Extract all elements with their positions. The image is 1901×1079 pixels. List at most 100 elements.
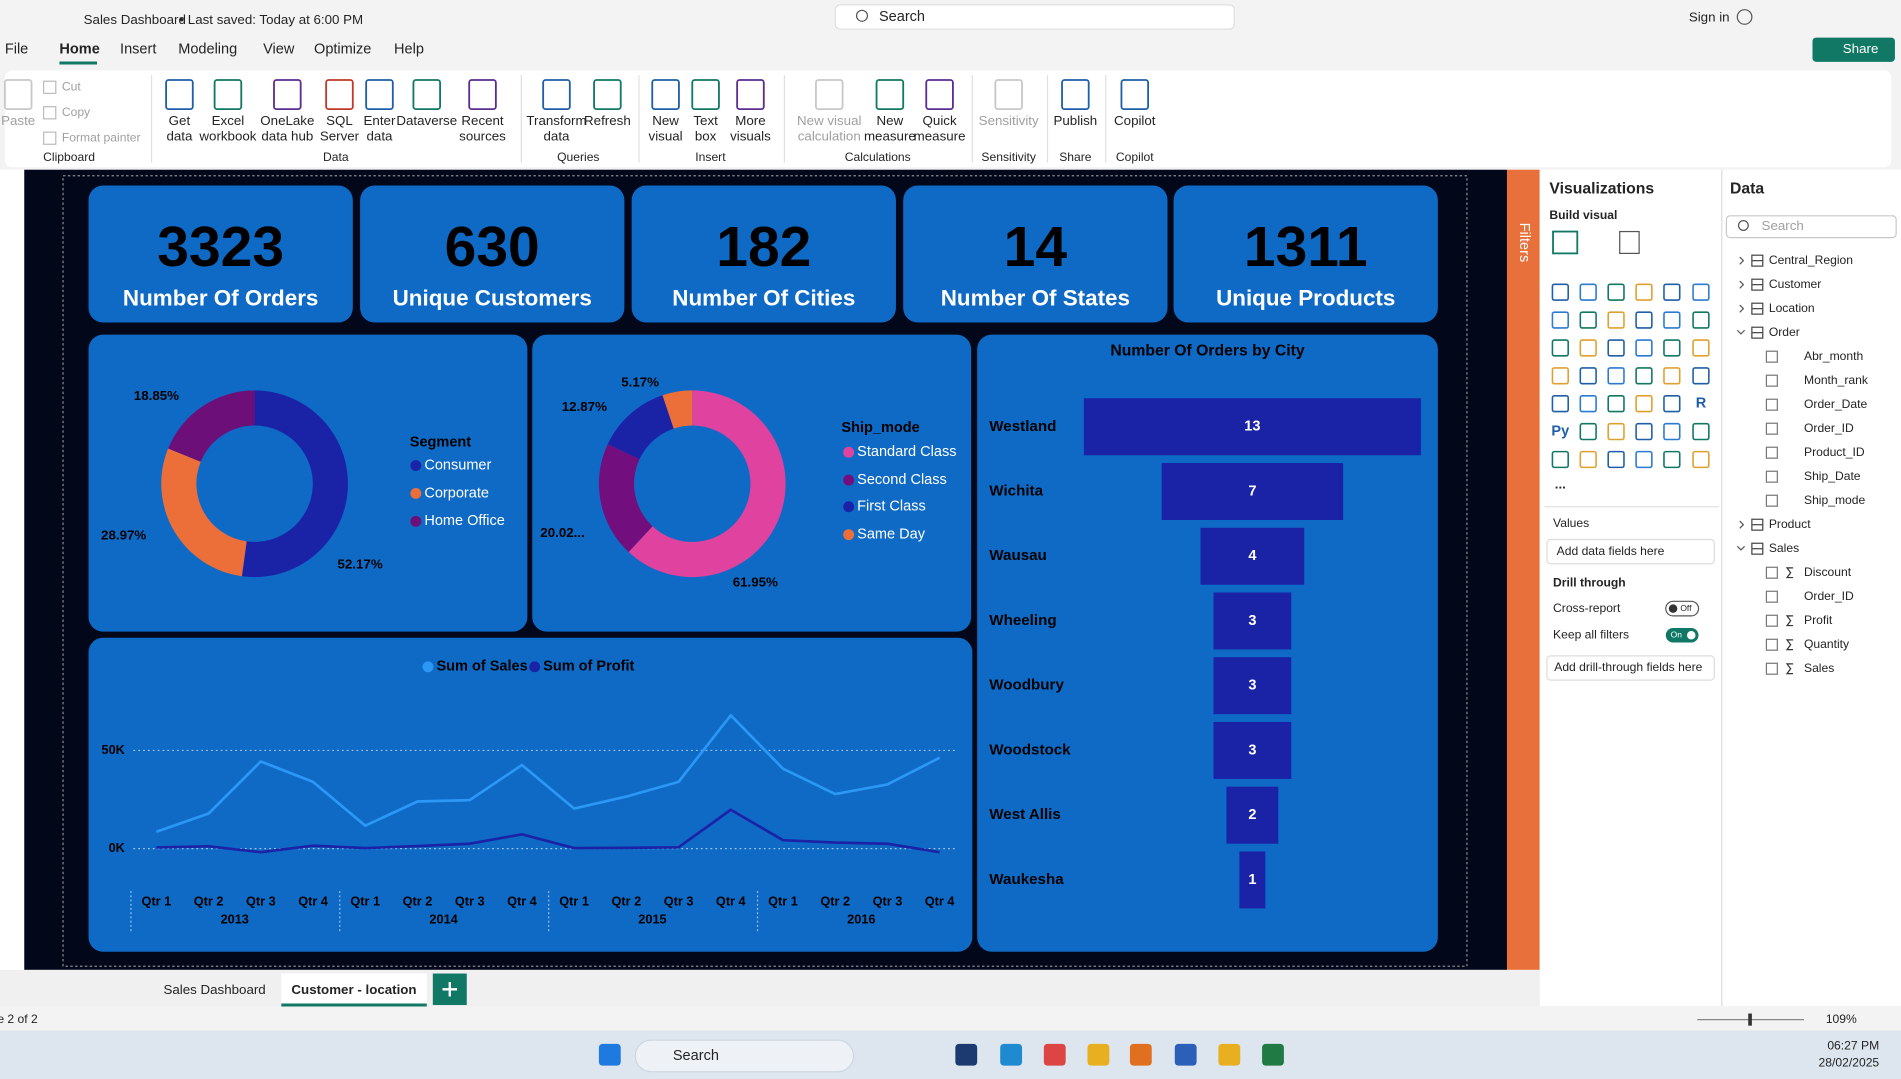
visual-icon[interactable] <box>1692 422 1710 441</box>
chevron[interactable] <box>1739 280 1745 289</box>
search-box[interactable] <box>834 4 1235 30</box>
ribbon-button[interactable]: Cut <box>62 79 81 93</box>
field-name[interactable]: Order_ID <box>1804 589 1854 603</box>
ribbon-button[interactable]: workbook <box>198 129 256 144</box>
drop-zone[interactable] <box>1546 655 1715 681</box>
ribbon-button[interactable]: Excel <box>212 113 245 128</box>
table-name[interactable]: Order <box>1769 325 1800 339</box>
ribbon-button[interactable]: Publish <box>1054 113 1098 128</box>
table-name[interactable]: Central_Region <box>1769 253 1853 267</box>
taskbar-app[interactable] <box>1129 1043 1152 1066</box>
menu-tab[interactable]: Optimize <box>314 42 371 58</box>
visual-icon[interactable] <box>1551 367 1569 385</box>
field-checkbox[interactable] <box>1765 494 1778 507</box>
page-tab[interactable]: Customer - location <box>291 982 416 997</box>
ribbon-button[interactable]: Copilot <box>1114 113 1156 128</box>
visual-icon[interactable] <box>1579 311 1597 329</box>
ribbon-button[interactable]: Refresh <box>584 113 631 128</box>
field-checkbox[interactable] <box>1765 662 1778 675</box>
visual-icon[interactable] <box>1607 422 1625 441</box>
taskbar-search[interactable] <box>634 1039 855 1073</box>
field-name[interactable]: Discount <box>1804 565 1852 579</box>
visual-icon[interactable] <box>1607 395 1625 413</box>
visual-icon[interactable] <box>1579 339 1597 357</box>
field-checkbox[interactable] <box>1765 566 1778 579</box>
visual-icon[interactable] <box>1551 283 1569 301</box>
share-label[interactable]: Share <box>1843 41 1879 56</box>
visual-icon[interactable] <box>1663 311 1681 329</box>
visual-icon[interactable] <box>1663 339 1681 357</box>
visual-icon[interactable] <box>1692 367 1710 385</box>
filters-label[interactable]: Filters <box>1516 223 1532 263</box>
field-name[interactable]: Profit <box>1804 613 1833 627</box>
field-name[interactable]: Order_Date <box>1804 397 1868 411</box>
avatar-icon[interactable] <box>1736 9 1753 25</box>
ribbon-button[interactable]: Format painter <box>62 130 141 144</box>
visual-icon[interactable] <box>1607 367 1625 385</box>
menu-tab[interactable]: View <box>263 42 295 58</box>
ribbon-button[interactable]: data <box>544 129 571 144</box>
table-name[interactable]: Sales <box>1769 541 1799 555</box>
ribbon-button[interactable]: New <box>652 113 679 128</box>
visual-icon[interactable] <box>1663 422 1681 441</box>
field-checkbox[interactable] <box>1765 638 1778 651</box>
field-name[interactable]: Sales <box>1804 661 1834 675</box>
ribbon-button[interactable]: data <box>367 129 394 144</box>
menu-tab[interactable]: Modeling <box>178 42 237 58</box>
visual-icon[interactable] <box>1579 283 1597 301</box>
table-name[interactable]: Customer <box>1769 277 1822 291</box>
format-visual-tab[interactable] <box>1619 230 1640 254</box>
visual-icon[interactable] <box>1607 311 1625 329</box>
visual-icon[interactable] <box>1635 450 1653 469</box>
data-search-box[interactable] <box>1725 215 1897 239</box>
more-visuals[interactable]: ... <box>1555 476 1566 491</box>
field-name[interactable]: Quantity <box>1804 637 1850 651</box>
share-button[interactable] <box>1812 37 1895 62</box>
chevron[interactable] <box>1736 545 1746 551</box>
taskbar-app[interactable] <box>1043 1043 1066 1066</box>
visual-icon[interactable] <box>1663 367 1681 385</box>
taskbar-app[interactable] <box>955 1043 978 1066</box>
field-name[interactable]: Order_ID <box>1804 421 1854 435</box>
field-checkbox[interactable] <box>1765 470 1778 483</box>
visual-icon[interactable] <box>1663 395 1681 413</box>
taskbar-search-text[interactable]: Search <box>673 1048 719 1064</box>
chevron[interactable] <box>1739 520 1745 529</box>
chevron[interactable] <box>1739 256 1745 265</box>
ribbon-button[interactable]: data <box>166 129 193 144</box>
visual-icon[interactable] <box>1551 395 1569 413</box>
ribbon-button[interactable]: New visual <box>797 113 861 128</box>
field-name[interactable]: Ship_Date <box>1804 469 1861 483</box>
search-placeholder[interactable]: Search <box>1762 218 1804 233</box>
ribbon-button[interactable]: More <box>735 113 765 128</box>
ribbon-button[interactable]: measure <box>864 129 916 144</box>
visual-icon[interactable] <box>1635 311 1653 329</box>
field-checkbox[interactable] <box>1765 350 1778 363</box>
ribbon-button[interactable]: Dataverse <box>396 113 457 128</box>
visual-icon[interactable] <box>1635 367 1653 385</box>
visual-icon[interactable] <box>1607 283 1625 301</box>
visual-icon[interactable] <box>1579 367 1597 385</box>
active-page-tab[interactable] <box>281 973 427 1007</box>
visual-icon[interactable] <box>1692 283 1710 301</box>
menu-tab[interactable]: File <box>5 42 28 58</box>
drop-zone[interactable] <box>1546 538 1715 565</box>
ribbon-button[interactable]: sources <box>459 129 506 144</box>
field-checkbox[interactable] <box>1765 398 1778 411</box>
ribbon-button[interactable]: OneLake <box>260 113 314 128</box>
field-checkbox[interactable] <box>1765 614 1778 627</box>
visual-icon[interactable] <box>1551 339 1569 357</box>
table-name[interactable]: Product <box>1769 517 1811 531</box>
taskbar-app[interactable] <box>1000 1043 1023 1066</box>
menu-tab[interactable]: Insert <box>120 42 156 58</box>
visual-icon[interactable] <box>1607 450 1625 469</box>
field-name[interactable]: Product_ID <box>1804 445 1865 459</box>
ribbon-button[interactable]: Copy <box>62 105 91 119</box>
ribbon-button[interactable]: box <box>695 129 717 144</box>
ribbon-button[interactable]: data hub <box>261 129 313 144</box>
field-name[interactable]: Ship_mode <box>1804 493 1866 507</box>
visual-icon[interactable] <box>1692 450 1710 469</box>
ribbon-button[interactable]: Get <box>169 113 191 128</box>
taskbar-app[interactable] <box>1087 1043 1110 1066</box>
field-checkbox[interactable] <box>1765 374 1778 387</box>
